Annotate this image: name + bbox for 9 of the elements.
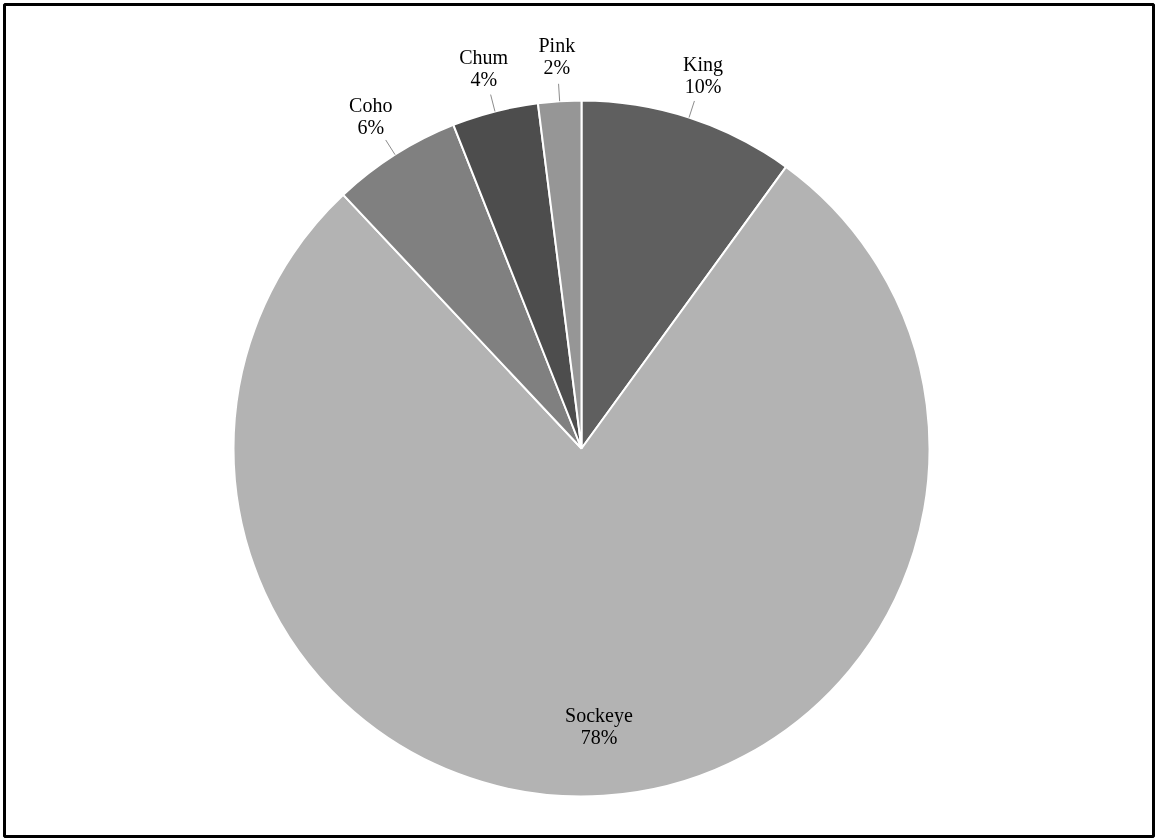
slice-label: Pink: [538, 34, 576, 57]
data-label: 4%: [470, 67, 498, 90]
data-label: 78%: [580, 726, 618, 749]
slice-label: Chum: [459, 45, 509, 68]
data-label: 6%: [357, 116, 385, 139]
data-label: 2%: [543, 56, 571, 79]
slice-label: King: [683, 52, 724, 76]
slice-label: Sockeye: [565, 704, 633, 728]
slice-label: Coho: [349, 94, 393, 117]
